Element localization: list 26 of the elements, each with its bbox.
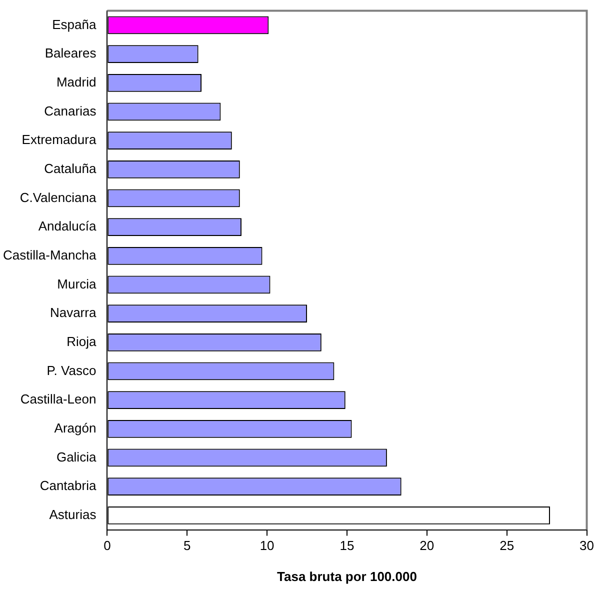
y-tick-label: Canarias [44,103,97,118]
x-tick-label: 0 [104,538,111,554]
x-tick-label: 10 [260,538,274,554]
y-tick-label: Asturias [49,506,97,522]
x-tick-label: 30 [580,538,594,554]
x-tick-label: 5 [184,538,191,554]
y-tick-label: Madrid [56,74,96,90]
y-tick-label: Galicia [56,449,97,464]
y-tick-label: C.Valenciana [20,190,97,205]
x-tick-label: 15 [340,538,354,554]
y-tick-label: Extremadura [22,132,97,148]
y-tick-label: Andalucía [38,218,97,234]
y-tick-label: Murcia [57,276,97,292]
y-tick-label: Cataluña [44,160,97,176]
y-tick-label: Navarra [50,305,97,320]
y-tick-label: Rioja [66,334,97,349]
y-tick-label: Aragón [54,420,96,436]
y-tick-label: Cantabria [40,478,97,494]
y-tick-label: Baleares [44,46,97,61]
y-tick-label: Castilla-Mancha [3,247,97,262]
x-tick-label: 25 [500,538,514,554]
x-tick-label: 20 [420,538,434,554]
x-axis-title: Tasa bruta por 100.000 [277,568,417,584]
y-tick-label: España [52,16,97,32]
y-tick-label: Castilla-Leon [20,392,96,407]
y-tick-label: P. Vasco [46,362,96,378]
